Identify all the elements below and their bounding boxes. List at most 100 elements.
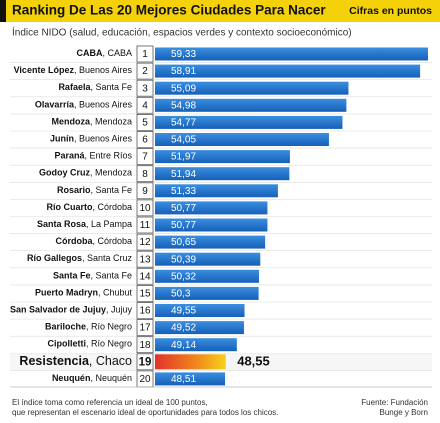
bar: [155, 201, 268, 215]
rank-label: 11: [140, 220, 151, 231]
category-label: Río Cuarto, Córdoba: [46, 202, 132, 212]
value-label: 59,33: [171, 49, 196, 60]
note: que representan el escenario ideal de op…: [12, 408, 278, 417]
category-label: Vicente López, Buenos Aires: [14, 65, 133, 75]
value-label: 54,77: [171, 118, 196, 129]
header-mark: [0, 0, 6, 22]
bar: [155, 338, 237, 352]
bar: [155, 269, 259, 283]
rank-label: 1: [142, 49, 148, 60]
bar: [155, 354, 226, 370]
rank-label: 3: [142, 83, 148, 94]
rank-box: [136, 114, 154, 131]
rank-label: 17: [139, 323, 151, 334]
rank-label: 15: [139, 289, 151, 300]
rank-label: 8: [142, 169, 148, 180]
bar: [155, 64, 421, 78]
category-label: Junín, Buenos Aires: [50, 134, 133, 144]
value-label: 51,33: [171, 186, 196, 197]
value-label: 50,77: [171, 220, 196, 231]
value-label: 48,55: [237, 354, 270, 369]
rank-label: 10: [139, 203, 151, 214]
bar: [155, 218, 268, 232]
value-label: 50,65: [171, 237, 196, 248]
category-label: Río Gallegos, Santa Cruz: [27, 254, 133, 264]
rank-label: 20: [139, 374, 151, 385]
category-label: Paraná, Entre Ríos: [54, 151, 132, 161]
rank-label: 16: [139, 306, 151, 317]
category-label: Santa Fe, Santa Fe: [53, 271, 132, 281]
rank-label: 18: [139, 340, 151, 351]
category-label: Córdoba, Córdoba: [55, 236, 132, 246]
category-label: Neuquén, Neuquén: [52, 373, 132, 383]
value-label: 50,32: [171, 271, 196, 282]
bar: [155, 321, 244, 335]
rank-label: 7: [142, 152, 148, 163]
bar: [155, 115, 343, 129]
value-label: 51,97: [171, 152, 196, 163]
bar: [155, 150, 290, 164]
category-label: San Salvador de Jujuy, Jujuy: [10, 305, 133, 315]
value-label: 54,05: [171, 135, 196, 146]
source: Fuente: Fundación: [361, 398, 428, 407]
value-label: 58,91: [171, 66, 196, 77]
bar: [155, 184, 278, 198]
category-label: Santa Rosa, La Pampa: [37, 219, 132, 229]
category-label: Godoy Cruz, Mendoza: [39, 168, 132, 178]
rank-label: 9: [142, 186, 148, 197]
source: Bunge y Born: [380, 408, 428, 417]
header-band: [0, 0, 440, 22]
value-label: 49,52: [171, 323, 196, 334]
rank-box: [136, 319, 154, 337]
bar: [155, 252, 261, 266]
value-label: 54,98: [171, 100, 196, 111]
category-label: Puerto Madryn, Chubut: [35, 288, 133, 298]
rank-box: [136, 302, 154, 319]
rank-box: [136, 96, 154, 114]
rank-label: 12: [139, 237, 151, 248]
rank-box: [136, 336, 154, 354]
rank-box: [136, 267, 154, 285]
rank-label: 2: [142, 66, 148, 77]
rank-box: [136, 79, 154, 97]
value-label: 55,09: [171, 83, 196, 94]
rank-box: [136, 165, 154, 183]
bar: [155, 167, 290, 181]
category-label: Cipolletti, Río Negro: [47, 339, 132, 349]
rank-label: 6: [142, 135, 148, 146]
value-label: 49,55: [171, 306, 196, 317]
value-label: 48,51: [171, 374, 196, 385]
category-label: CABA, CABA: [76, 48, 132, 58]
rank-box: [136, 233, 154, 251]
bar: [155, 372, 226, 386]
rank-box: [136, 62, 154, 80]
bar: [155, 286, 259, 300]
bar: [155, 81, 349, 95]
value-label: 50,3: [171, 289, 191, 300]
bar: [155, 304, 245, 317]
subtitle: Índice NIDO (salud, educación, espacios …: [12, 26, 352, 39]
rank-box: [136, 131, 154, 148]
rank-box: [136, 182, 154, 200]
chart-title: Ranking De Las 20 Mejores Ciudades Para …: [12, 3, 326, 18]
rank-box: [136, 353, 154, 371]
value-label: 50,39: [171, 254, 196, 265]
category-label: Mendoza, Mendoza: [51, 117, 132, 127]
rank-label: 5: [142, 118, 148, 129]
category-label: Bariloche, Río Negro: [45, 322, 132, 332]
rank-label: 13: [139, 254, 151, 265]
rank-box: [136, 199, 154, 217]
rank-label: 4: [142, 100, 148, 111]
value-label: 50,77: [171, 203, 196, 214]
rank-box: [136, 148, 154, 166]
rank-box: [136, 216, 154, 234]
rank-box: [136, 45, 154, 63]
rank-label: 19: [139, 356, 152, 368]
note: El índice toma como referencia un ideal …: [12, 398, 208, 407]
category-label: Rosario, Santa Fe: [57, 185, 132, 195]
category-label: Olavarría, Buenos Aires: [35, 100, 133, 110]
bar: [155, 98, 347, 112]
bar: [155, 235, 266, 249]
rank-box: [136, 284, 154, 302]
